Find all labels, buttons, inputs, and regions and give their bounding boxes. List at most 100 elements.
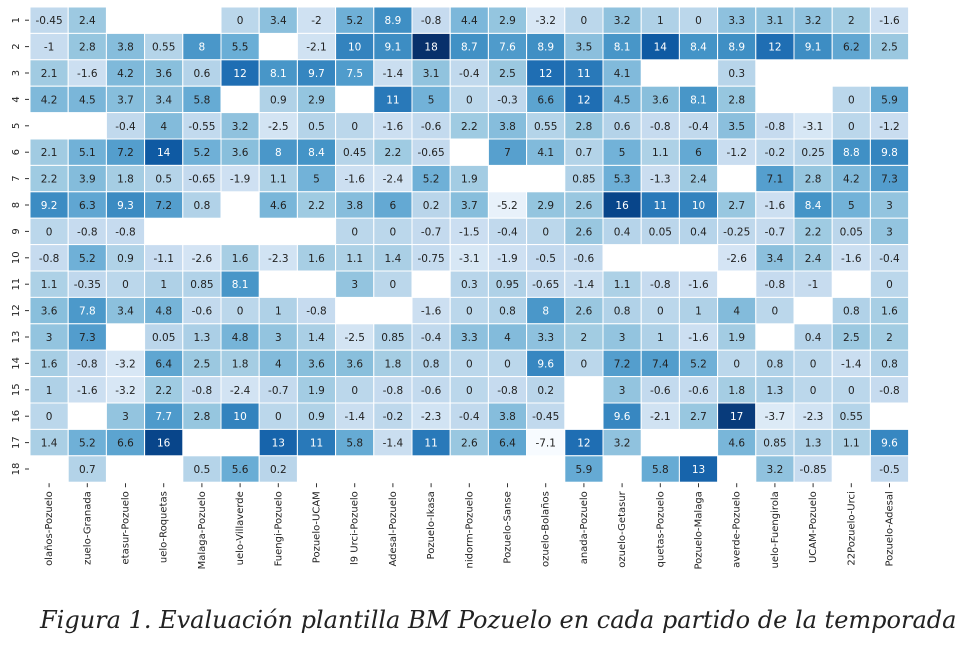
heatmap-cell: [411, 85, 451, 114]
row-label: 1: [11, 17, 22, 23]
cell-value-label: -1.6: [765, 200, 786, 212]
cell-value-label: 0: [466, 94, 473, 106]
cell-value-label: 1.9: [728, 332, 745, 344]
heatmap-cell: [220, 349, 260, 378]
heatmap-cell: [220, 164, 260, 193]
cell-value-label: 1: [275, 306, 282, 318]
cell-value-label: 9.6: [614, 411, 631, 423]
heatmap-cell: [67, 6, 107, 34]
cell-value-label: -0.6: [688, 385, 709, 397]
heatmap-cell: [678, 296, 719, 325]
heatmap-cell: [717, 323, 757, 351]
cell-value-label: 4.2: [843, 174, 860, 186]
heatmap-cell: [296, 402, 337, 430]
heatmap-cell: [144, 428, 184, 457]
heatmap-cell: [526, 323, 566, 351]
cell-value-label: -2.5: [344, 332, 365, 344]
cell-value-label: 4: [275, 358, 282, 370]
cell-value-label: 0: [810, 385, 817, 397]
heatmap-cell: [717, 402, 757, 430]
cell-value-label: 1: [46, 385, 53, 397]
cell-value-label: 11: [386, 94, 399, 106]
heatmap-cell: [411, 112, 451, 140]
cell-value-label: 1.9: [308, 385, 325, 397]
cell-value-label: 5.5: [232, 42, 249, 54]
cell-value-label: 7.8: [79, 306, 96, 318]
cell-value-label: 0: [390, 279, 397, 291]
cell-value-label: 7.3: [79, 332, 96, 344]
cell-value-label: 2.9: [499, 15, 516, 27]
column-label: uelo-Fuengirola: [770, 491, 781, 568]
heatmap-cell: [411, 59, 451, 87]
heatmap-cell: [869, 376, 910, 404]
row-label: 6: [11, 149, 22, 155]
cell-value-label: 3.2: [232, 121, 249, 133]
heatmap-cell: [678, 270, 719, 298]
cell-value-label: 2.2: [461, 121, 478, 133]
cell-value-label: 4.2: [41, 94, 58, 106]
cell-value-label: 8.1: [270, 68, 287, 80]
cell-value-label: 14: [654, 42, 668, 54]
heatmap-cell: [29, 85, 69, 114]
cell-value-label: -0.6: [650, 385, 671, 397]
column-label: quetas-Pozuelo: [655, 491, 666, 567]
cell-value-label: -0.6: [574, 253, 595, 265]
column-label: Pozuelo-Ikasa: [426, 491, 437, 559]
cell-value-label: 2.8: [805, 174, 822, 186]
heatmap-cell: [182, 164, 222, 193]
cell-value-label: -0.8: [306, 306, 327, 318]
heatmap-cell: [105, 428, 146, 457]
cell-value-label: -2.6: [726, 253, 747, 265]
cell-value-label: 0.85: [381, 332, 404, 344]
heatmap-cell: [335, 6, 375, 34]
cell-value-label: -0.8: [650, 279, 671, 291]
cell-value-label: 0: [886, 279, 893, 291]
cell-value-label: 1.8: [117, 174, 134, 186]
heatmap-cell: [602, 270, 642, 298]
cell-value-label: 8: [275, 147, 282, 159]
cell-value-label: -7.1: [535, 438, 556, 450]
heatmap-cell: [220, 32, 260, 61]
heatmap-cell: [29, 270, 69, 298]
row-label: 8: [11, 202, 22, 208]
heatmap-cell: [869, 296, 910, 325]
row-label: 4: [11, 96, 22, 102]
cell-value-label: 7.2: [117, 147, 134, 159]
cell-value-label: 3: [351, 279, 358, 291]
heatmap-cell: [869, 349, 910, 378]
heatmap-cell: [755, 112, 795, 140]
cell-value-label: 1.8: [728, 385, 745, 397]
heatmap-cell: [755, 455, 795, 483]
cell-value-label: -1.6: [688, 332, 709, 344]
cell-value-label: 2.4: [79, 15, 96, 27]
cell-value-label: -0.75: [418, 253, 445, 265]
cell-value-label: 0: [848, 121, 855, 133]
cell-value-label: 9.6: [537, 358, 554, 370]
cell-value-label: 0.9: [308, 411, 325, 423]
cell-value-label: 0: [695, 15, 702, 27]
cell-value-label: 4.5: [614, 94, 631, 106]
cell-value-label: 3.4: [767, 253, 784, 265]
cell-value-label: 4: [733, 306, 740, 318]
cell-value-label: 0.8: [843, 306, 860, 318]
cell-value-label: 3.9: [79, 174, 96, 186]
cell-value-label: 1.6: [232, 253, 249, 265]
cell-value-label: 0.85: [572, 174, 595, 186]
cell-value-label: 1.8: [232, 358, 249, 370]
cell-value-label: 1.1: [652, 147, 669, 159]
cell-value-label: 0: [848, 94, 855, 106]
cell-value-label: 6.3: [79, 200, 96, 212]
cell-value-label: 1.6: [41, 358, 58, 370]
cell-value-label: -1.6: [879, 15, 900, 27]
cell-value-label: 1: [657, 15, 664, 27]
heatmap-cell: [793, 323, 833, 351]
cell-value-label: 2.6: [576, 306, 593, 318]
heatmap-cell: [220, 270, 260, 298]
heatmap-cell: [487, 59, 528, 87]
cell-value-label: 0.85: [190, 279, 213, 291]
cell-value-label: 4.6: [270, 200, 287, 212]
cell-value-label: 3.8: [117, 42, 134, 54]
heatmap-cell: [717, 59, 757, 87]
cell-value-label: 12: [577, 94, 590, 106]
heatmap-cell: [717, 112, 757, 140]
